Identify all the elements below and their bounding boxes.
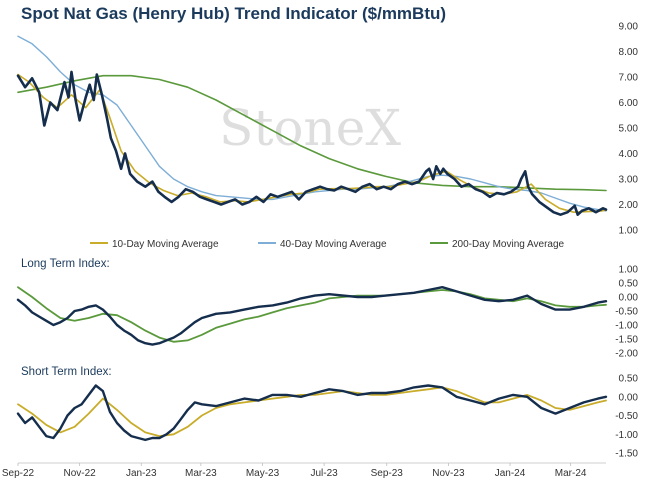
short-ytick-1-00: -1.00 bbox=[615, 430, 638, 441]
xtick-nov-22: Nov-22 bbox=[64, 468, 97, 479]
legend-item-200-day-moving-average: 200-Day Moving Average bbox=[430, 239, 565, 250]
long-ytick-1-00: -1.00 bbox=[615, 321, 638, 332]
short-term-index-label: Short Term Index: bbox=[21, 366, 112, 378]
legend-label-40-day-moving-average: 40-Day Moving Average bbox=[280, 239, 387, 250]
legend-item-10-day-moving-average: 10-Day Moving Average bbox=[90, 239, 219, 250]
long-term-index-label: Long Term Index: bbox=[21, 258, 110, 270]
legend-item-40-day-moving-average: 40-Day Moving Average bbox=[258, 239, 387, 250]
long-ytick-0-50: -0.50 bbox=[615, 307, 638, 318]
long-ytick-0-00: 0.00 bbox=[619, 293, 639, 304]
top-ytick-3-00: 3.00 bbox=[619, 175, 639, 186]
legend-label-200-day-moving-average: 200-Day Moving Average bbox=[452, 239, 565, 250]
short-ytick-0-50: 0.50 bbox=[619, 374, 639, 385]
long-ytick-1-00: 1.00 bbox=[619, 265, 639, 276]
top-ytick-8-00: 8.00 bbox=[619, 47, 639, 58]
short-ytick-0-50: -0.50 bbox=[615, 411, 638, 422]
long-series-long-term-index-average bbox=[17, 286, 607, 343]
short-series-short-term-index-average bbox=[17, 386, 607, 437]
top-ytick-1-00: 1.00 bbox=[619, 226, 639, 237]
chart-title: Spot Nat Gas (Henry Hub) Trend Indicator… bbox=[21, 4, 447, 23]
long-ytick-1-50: -1.50 bbox=[615, 335, 638, 346]
top-series-spot bbox=[16, 70, 608, 216]
xtick-may-23: May-23 bbox=[246, 468, 280, 479]
legend-label-10-day-moving-average: 10-Day Moving Average bbox=[112, 239, 219, 250]
xtick-mar-24: Mar-24 bbox=[555, 468, 587, 479]
long-ytick-0-50: 0.50 bbox=[619, 279, 639, 290]
top-ytick-9-00: 9.00 bbox=[619, 22, 639, 33]
xtick-jul-23: Jul-23 bbox=[310, 468, 338, 479]
short-ytick-0-00: 0.00 bbox=[619, 392, 639, 403]
long-ytick-2-00: -2.00 bbox=[615, 349, 638, 360]
xtick-jan-24: Jan-24 bbox=[495, 468, 526, 479]
long-series-long-term-index bbox=[16, 286, 608, 346]
xtick-sep-22: Sep-22 bbox=[2, 468, 35, 479]
short-series-short-term-index bbox=[16, 384, 608, 442]
top-ytick-2-00: 2.00 bbox=[619, 200, 639, 211]
xtick-mar-23: Mar-23 bbox=[185, 468, 217, 479]
top-ytick-5-00: 5.00 bbox=[619, 124, 639, 135]
top-series-10-day-moving-average bbox=[17, 73, 607, 213]
short-ytick-1-50: -1.50 bbox=[615, 449, 638, 460]
xtick-nov-23: Nov-23 bbox=[432, 468, 465, 479]
top-ytick-7-00: 7.00 bbox=[619, 73, 639, 84]
xtick-jan-23: Jan-23 bbox=[126, 468, 157, 479]
top-ytick-6-00: 6.00 bbox=[619, 98, 639, 109]
top-series-200-day-moving-average bbox=[17, 74, 607, 192]
xtick-sep-23: Sep-23 bbox=[371, 468, 404, 479]
top-ytick-4-00: 4.00 bbox=[619, 149, 639, 160]
stonex-watermark: StoneX bbox=[219, 99, 401, 157]
